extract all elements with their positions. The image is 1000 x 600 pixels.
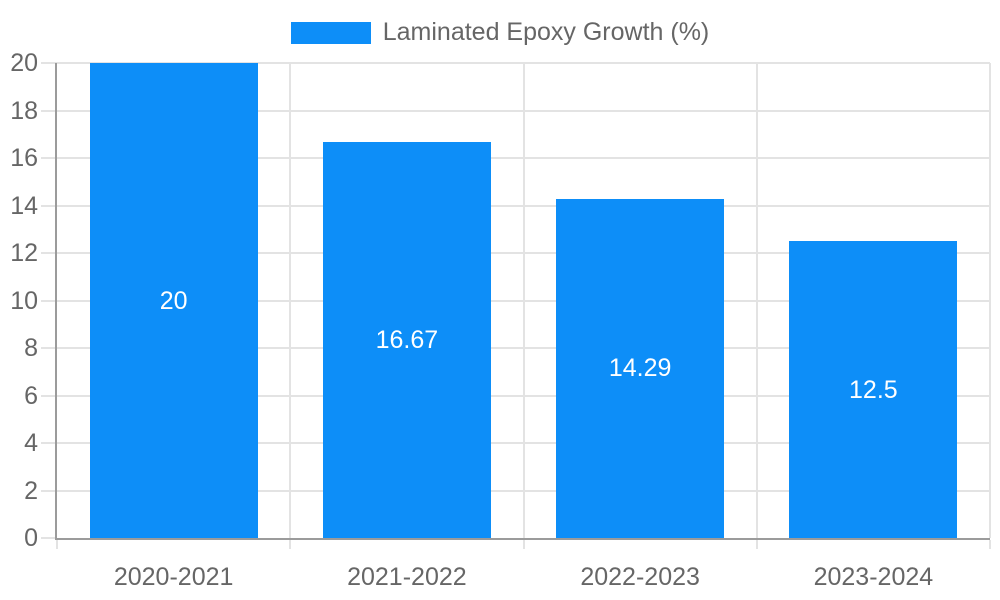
bar: [322, 142, 491, 538]
y-tick-label: 16: [10, 144, 38, 172]
bar-value-label: 16.67: [375, 326, 439, 355]
legend-item[interactable]: Laminated Epoxy Growth (%): [290, 18, 710, 47]
x-tick-label: 2021-2022: [347, 563, 467, 591]
y-tickmark: [41, 347, 57, 349]
legend-swatch: [290, 21, 371, 44]
x-tickmark: [989, 540, 991, 549]
y-tick-label: 2: [24, 476, 38, 505]
x-gridline: [522, 63, 525, 538]
y-tickmark: [41, 394, 57, 397]
y-tick-label: 0: [24, 524, 38, 552]
chart-legend: Laminated Epoxy Growth (%): [0, 18, 1000, 47]
bar-value-label: 12.5: [849, 375, 898, 404]
bar: [789, 241, 958, 538]
y-tickmark: [41, 62, 57, 64]
legend-label: Laminated Epoxy Growth (%): [382, 18, 710, 46]
y-tick-label: 6: [24, 381, 38, 410]
y-tickmark: [41, 204, 57, 207]
y-tickmark: [41, 537, 57, 539]
x-tickmark: [522, 540, 525, 549]
x-tick-label: 2023-2024: [813, 563, 934, 591]
x-axis-line: [55, 538, 990, 540]
y-tickmark: [41, 442, 57, 444]
y-axis-line: [55, 63, 57, 540]
y-tick-label: 8: [24, 334, 38, 362]
x-tick-label: 2020-2021: [113, 563, 234, 591]
y-tickmark: [41, 252, 57, 254]
x-tickmark: [289, 540, 292, 549]
y-tickmark: [41, 299, 57, 302]
x-tick-label: 2022-2023: [580, 563, 700, 591]
y-tickmark: [41, 157, 57, 159]
y-tickmark: [41, 109, 57, 112]
y-tick-label: 10: [10, 286, 38, 315]
x-gridline: [755, 63, 758, 538]
bar: [89, 63, 258, 538]
y-tick-label: 12: [10, 239, 38, 267]
bar-value-label: 14.29: [608, 354, 672, 383]
x-tickmark: [755, 540, 758, 549]
y-tick-label: 18: [10, 96, 38, 125]
y-tickmark: [41, 489, 57, 492]
x-tickmark: [56, 540, 58, 549]
y-tick-label: 14: [10, 191, 38, 220]
x-gridline: [989, 63, 991, 538]
x-gridline: [289, 63, 292, 538]
y-tick-label: 20: [10, 49, 38, 77]
y-tick-label: 4: [24, 429, 38, 457]
bar: [556, 198, 725, 538]
bar-value-label: 20: [159, 286, 188, 315]
